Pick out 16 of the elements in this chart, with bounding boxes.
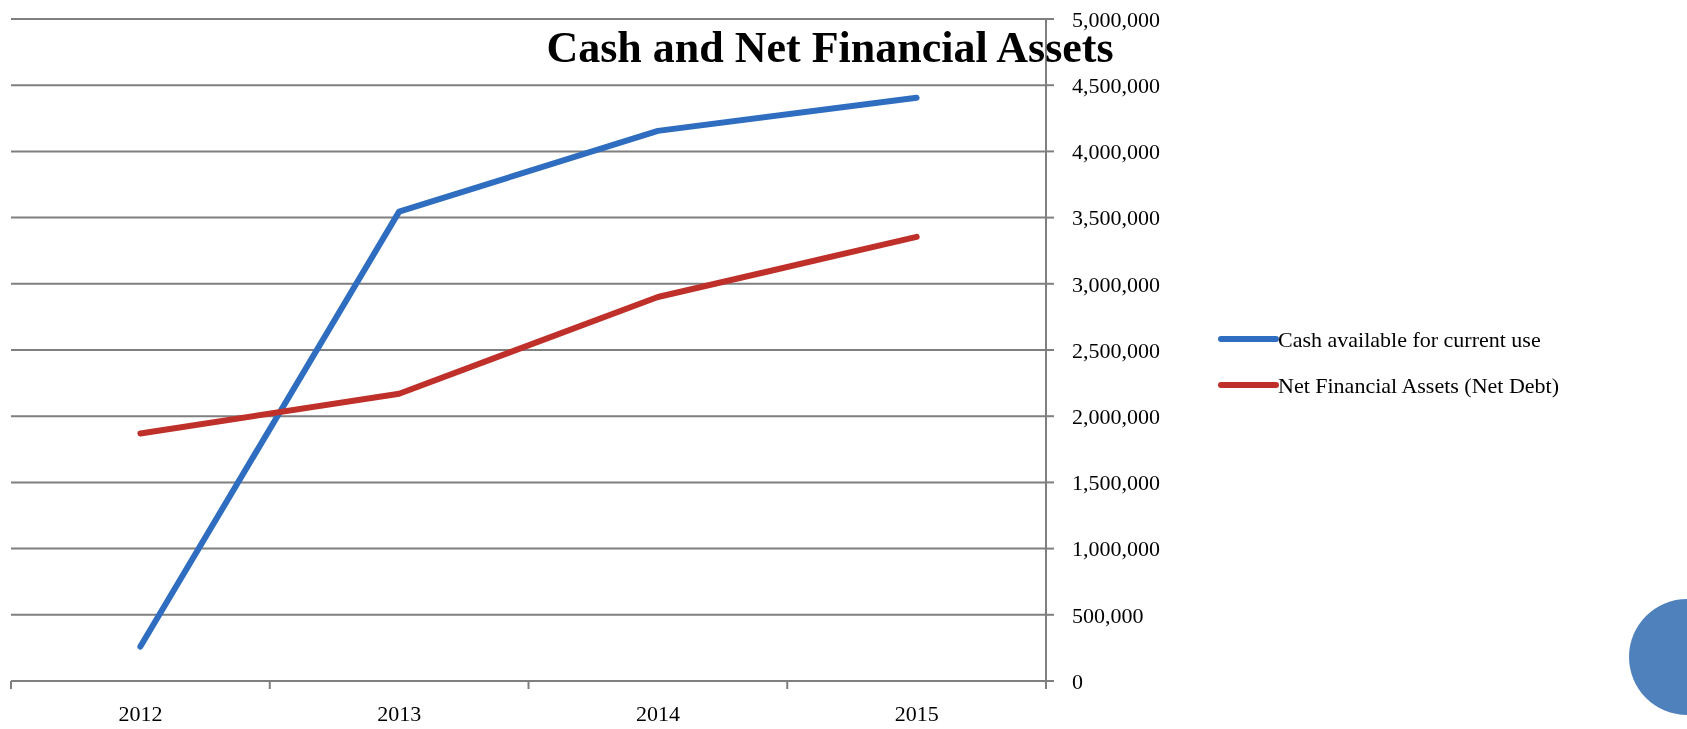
x-tick-label: 2012 — [118, 701, 163, 726]
legend-label: Cash available for current use — [1278, 326, 1541, 352]
x-tick-label: 2013 — [377, 701, 422, 726]
y-tick-label: 3,500,000 — [1072, 205, 1160, 231]
x-tick-label: 2015 — [894, 701, 939, 726]
y-tick-label: 1,500,000 — [1072, 470, 1160, 496]
y-tick-label: 4,500,000 — [1072, 72, 1160, 98]
legend-label: Net Financial Assets (Net Debt) — [1278, 372, 1560, 398]
y-tick-label: 2,500,000 — [1072, 337, 1160, 363]
y-tick-label: 4,000,000 — [1072, 139, 1160, 165]
y-tick-label: 3,000,000 — [1072, 271, 1160, 297]
y-tick-label: 1,000,000 — [1072, 536, 1160, 562]
y-tick-label: 2,000,000 — [1072, 403, 1160, 429]
x-tick-label: 2014 — [635, 701, 680, 726]
y-tick-label: 500,000 — [1072, 602, 1144, 628]
y-tick-label: 0 — [1072, 668, 1083, 694]
